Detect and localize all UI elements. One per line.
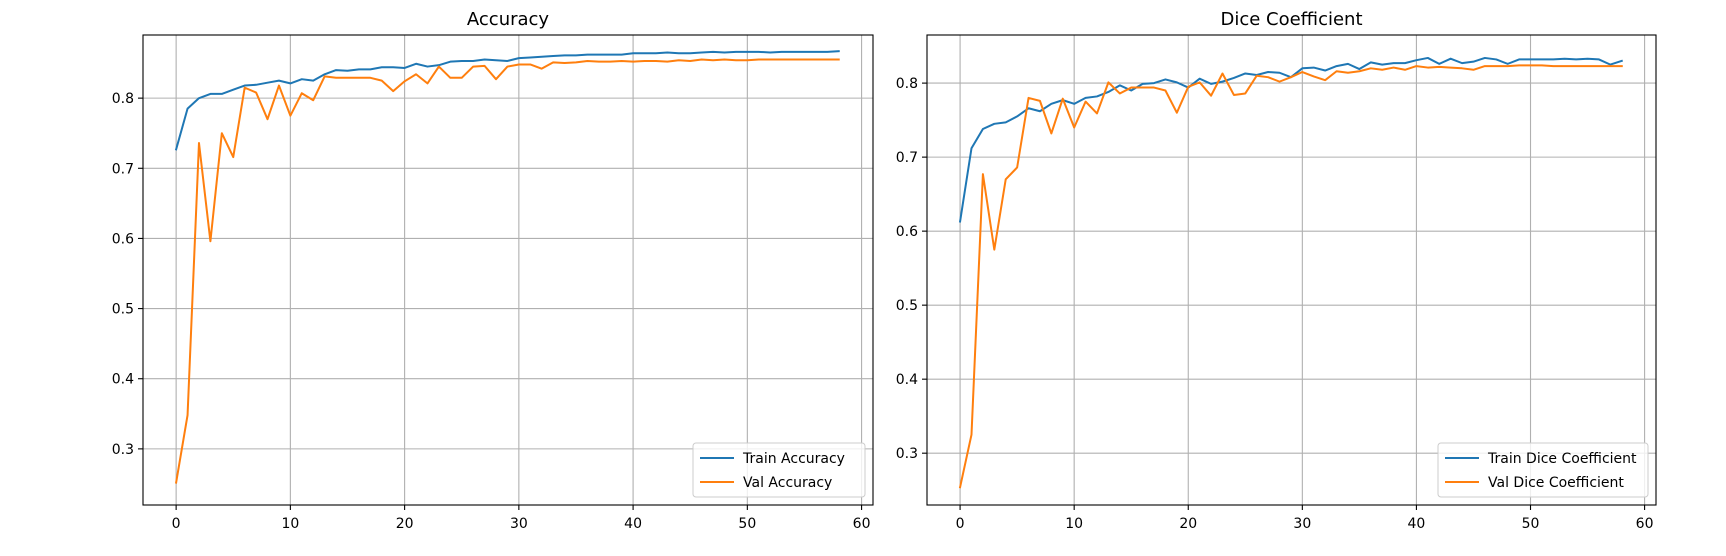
chart-panel-1: 0 10 20 30 40 50 60 0.3 0.4 0.5 0.6 0.7 0.8 Accuracy T…: [112, 9, 874, 532]
x-tick-label: 40: [624, 516, 642, 532]
x-tick-label: 20: [1179, 516, 1197, 532]
x-tick-label: 0: [172, 516, 181, 532]
series-line-val-dice-coefficient: [958, 64, 1623, 489]
x-tick-label: 20: [396, 516, 414, 532]
y-tick-label: 0.5: [112, 302, 134, 318]
y-tick-label: 0.7: [896, 150, 918, 166]
chart-title: Accuracy: [467, 9, 550, 30]
chart-title: Dice Coefficient: [1220, 9, 1362, 30]
x-tick-label: 60: [1636, 516, 1654, 532]
x-tick-label: 60: [853, 516, 871, 532]
legend: Train Accuracy Val Accuracy: [692, 442, 866, 498]
x-tick-label: 0: [956, 516, 965, 532]
x-tick-label: 40: [1408, 516, 1426, 532]
y-tick-label: 0.6: [112, 231, 134, 247]
y-tick-label: 0.4: [896, 372, 918, 388]
y-tick-label: 0.6: [896, 224, 918, 240]
axes-frame: [926, 34, 1657, 506]
y-tick-label: 0.3: [896, 446, 918, 462]
legend-box: [692, 442, 866, 498]
chart-panel-2: 0 10 20 30 40 50 60 0.3 0.4 0.5 0.6 0.7 0.8 Dice Coef…: [896, 9, 1657, 532]
grid: [143, 35, 873, 505]
y-tick-label: 0.7: [112, 161, 134, 177]
x-tick-label: 30: [1293, 516, 1311, 532]
y-tick-label: 0.4: [112, 372, 134, 388]
x-tick-label: 50: [1522, 516, 1540, 532]
series-line-train-accuracy: [174, 50, 840, 151]
legend-label: Train Accuracy: [742, 451, 845, 467]
axes-frame: [142, 34, 874, 506]
legend: Train Dice Coefficient Val Dice Coefficie…: [1437, 442, 1649, 498]
y-tick-label: 0.8: [112, 91, 134, 107]
series-line-val-accuracy: [174, 58, 840, 484]
legend-label: Val Dice Coefficient: [1488, 475, 1624, 491]
legend-label: Val Accuracy: [743, 475, 832, 491]
y-tick-label: 0.8: [896, 76, 918, 92]
series-line-train-dice-coefficient: [958, 56, 1624, 223]
x-tick-label: 30: [510, 516, 528, 532]
x-tick-label: 10: [1065, 516, 1083, 532]
x-tick-label: 50: [738, 516, 756, 532]
legend-label: Train Dice Coefficient: [1487, 451, 1637, 467]
y-tick-label: 0.5: [896, 298, 918, 314]
legend-box: [1437, 442, 1649, 498]
grid: [927, 35, 1656, 505]
x-tick-label: 10: [281, 516, 299, 532]
y-tick-label: 0.3: [112, 442, 134, 458]
